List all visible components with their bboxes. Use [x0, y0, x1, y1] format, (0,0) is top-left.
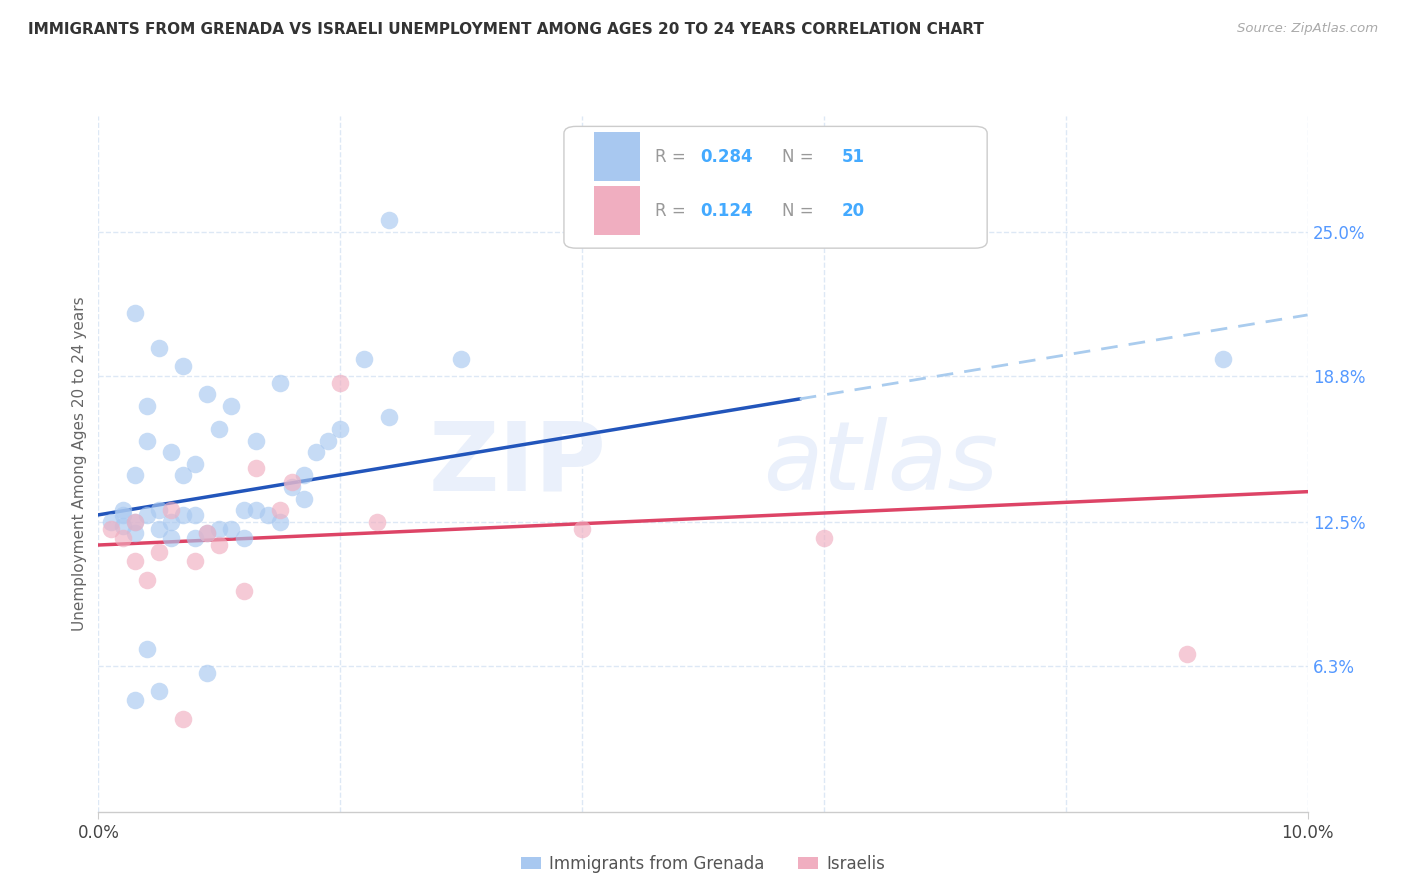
Text: N =: N =	[782, 147, 818, 166]
Point	[135, 399, 157, 413]
Point	[135, 434, 157, 448]
Point	[281, 475, 304, 490]
Text: R =: R =	[655, 147, 690, 166]
Point	[208, 422, 231, 436]
Point	[135, 573, 157, 587]
Point	[124, 515, 146, 529]
Point	[172, 508, 194, 522]
Point	[329, 422, 352, 436]
Point	[124, 526, 146, 541]
FancyBboxPatch shape	[595, 132, 640, 181]
Point	[160, 531, 183, 545]
Point	[329, 376, 352, 390]
Point	[184, 508, 207, 522]
Point	[208, 522, 231, 536]
Text: 0.284: 0.284	[700, 147, 754, 166]
Text: IMMIGRANTS FROM GRENADA VS ISRAELI UNEMPLOYMENT AMONG AGES 20 TO 24 YEARS CORREL: IMMIGRANTS FROM GRENADA VS ISRAELI UNEMP…	[28, 22, 984, 37]
Text: ZIP: ZIP	[429, 417, 606, 510]
Point	[111, 531, 134, 545]
Point	[195, 526, 218, 541]
Point	[100, 515, 122, 529]
Point	[281, 480, 304, 494]
Point	[292, 491, 315, 506]
Point	[135, 642, 157, 657]
Point	[124, 693, 146, 707]
Text: 20: 20	[842, 202, 865, 219]
Point	[245, 503, 267, 517]
FancyBboxPatch shape	[595, 186, 640, 235]
Point	[135, 508, 157, 522]
Point	[160, 445, 183, 459]
Text: 0.124: 0.124	[700, 202, 754, 219]
Point	[269, 376, 291, 390]
Point	[148, 684, 170, 698]
Point	[184, 457, 207, 471]
Point	[148, 545, 170, 559]
Point	[184, 554, 207, 568]
Point	[195, 665, 218, 680]
Point	[172, 359, 194, 374]
Point	[148, 522, 170, 536]
Point	[100, 522, 122, 536]
Point	[366, 515, 388, 529]
Point	[160, 503, 183, 517]
Point	[245, 461, 267, 475]
Point	[813, 531, 835, 545]
Y-axis label: Unemployment Among Ages 20 to 24 years: Unemployment Among Ages 20 to 24 years	[72, 296, 87, 632]
Point	[184, 531, 207, 545]
Point	[111, 503, 134, 517]
Text: N =: N =	[782, 202, 818, 219]
Point	[111, 519, 134, 533]
Point	[195, 387, 218, 401]
Text: R =: R =	[655, 202, 690, 219]
Point	[208, 538, 231, 552]
Point	[172, 468, 194, 483]
Point	[305, 445, 328, 459]
Text: 51: 51	[842, 147, 865, 166]
Point	[377, 410, 399, 425]
Point	[221, 399, 243, 413]
Point	[353, 352, 375, 367]
Point	[316, 434, 339, 448]
Point	[256, 508, 278, 522]
Point	[232, 531, 254, 545]
Point	[148, 503, 170, 517]
Text: atlas: atlas	[763, 417, 998, 510]
Point	[269, 503, 291, 517]
FancyBboxPatch shape	[564, 127, 987, 248]
Point	[221, 522, 243, 536]
Point	[571, 522, 593, 536]
Point	[172, 712, 194, 726]
Point	[124, 468, 146, 483]
Point	[1175, 647, 1198, 661]
Point	[292, 468, 315, 483]
Point	[148, 341, 170, 355]
Point	[124, 515, 146, 529]
Point	[245, 434, 267, 448]
Point	[1212, 352, 1234, 367]
Point	[111, 508, 134, 522]
Point	[160, 515, 183, 529]
Point	[195, 526, 218, 541]
Point	[124, 306, 146, 320]
Point	[232, 503, 254, 517]
Point	[269, 515, 291, 529]
Point	[377, 213, 399, 227]
Point	[232, 584, 254, 599]
Legend: Immigrants from Grenada, Israelis: Immigrants from Grenada, Israelis	[515, 848, 891, 880]
Text: Source: ZipAtlas.com: Source: ZipAtlas.com	[1237, 22, 1378, 36]
Point	[124, 554, 146, 568]
Point	[450, 352, 472, 367]
